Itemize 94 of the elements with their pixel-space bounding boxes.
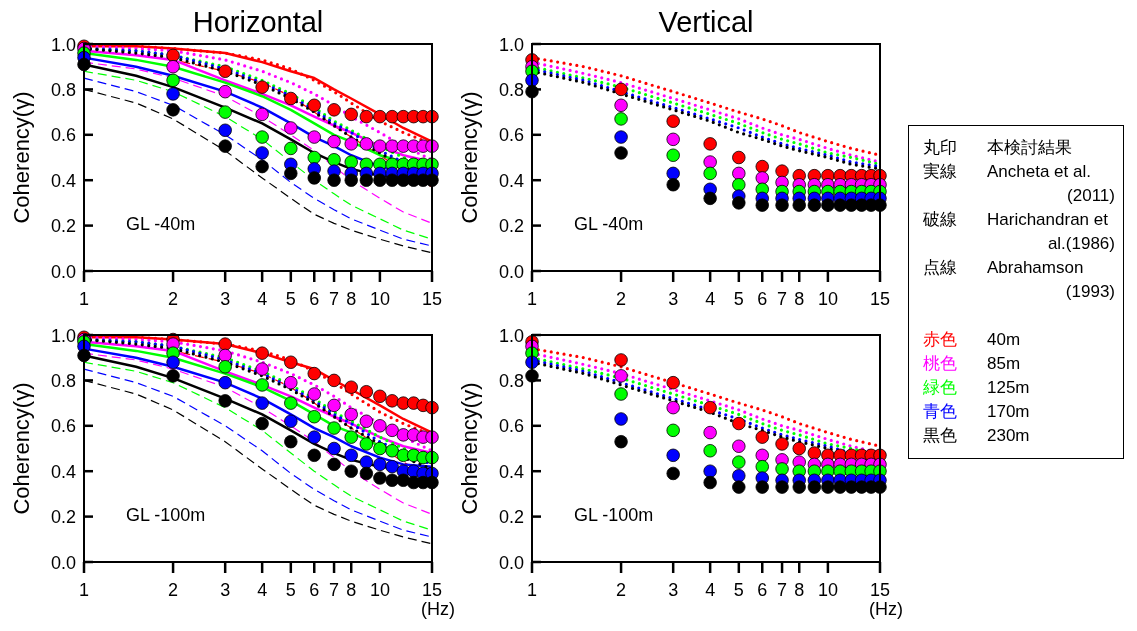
text: 85m bbox=[987, 353, 1022, 375]
annotation: GL -100m bbox=[574, 505, 654, 526]
x-tick-label: 10 bbox=[369, 289, 390, 309]
y-tick-label: 0.6 bbox=[498, 125, 524, 146]
x-tick-label: 8 bbox=[346, 289, 357, 309]
x-tick-label: 1 bbox=[78, 289, 90, 309]
text: 本検討結果 bbox=[987, 137, 1073, 159]
x-tick-label: 15 bbox=[869, 289, 891, 309]
annotation: GL -40m bbox=[126, 214, 196, 235]
x-tick-label: 2 bbox=[616, 580, 627, 600]
y-tick-label: 0.0 bbox=[498, 261, 524, 282]
x-tick-label: 7 bbox=[329, 580, 340, 600]
x-tick-label: 3 bbox=[220, 289, 231, 309]
text: 黒色 bbox=[922, 425, 958, 447]
y-tick-label: 1.0 bbox=[498, 325, 524, 346]
y-tick-label: 0.8 bbox=[50, 79, 76, 100]
text: 170m bbox=[987, 401, 1031, 423]
x-axis-title: (Hz) bbox=[421, 599, 455, 619]
y-tick-label: 0.4 bbox=[498, 461, 524, 482]
y-axis-title: Coherency(γ) bbox=[457, 382, 482, 515]
y-tick-label: 0.8 bbox=[498, 370, 524, 391]
text: 桃色 bbox=[922, 353, 958, 375]
x-tick-label: 15 bbox=[421, 580, 443, 600]
x-axis-title: (Hz) bbox=[869, 599, 903, 619]
y-axis-title: Coherency(γ) bbox=[457, 91, 482, 224]
x-tick-label: 6 bbox=[309, 580, 320, 600]
x-tick-label: 2 bbox=[616, 289, 627, 309]
text: Harichandran et al.(1986) bbox=[987, 209, 1115, 255]
x-tick-label: 8 bbox=[794, 289, 805, 309]
text: Abrahamson (1993) bbox=[987, 257, 1115, 303]
y-tick-label: 0.0 bbox=[50, 261, 76, 282]
chart-title: Vertical bbox=[658, 6, 754, 38]
annotation: GL -40m bbox=[574, 214, 644, 235]
x-tick-label: 5 bbox=[285, 289, 296, 309]
text: 点線 bbox=[922, 257, 958, 279]
x-tick-label: 5 bbox=[733, 289, 744, 309]
y-tick-label: 0.8 bbox=[50, 370, 76, 391]
y-tick-label: 0.4 bbox=[498, 170, 524, 191]
text: 125m bbox=[987, 377, 1031, 399]
y-tick-label: 1.0 bbox=[498, 34, 524, 55]
x-tick-label: 15 bbox=[421, 289, 443, 309]
x-tick-label: 15 bbox=[869, 580, 891, 600]
y-tick-label: 0.2 bbox=[50, 507, 76, 528]
text: 230m bbox=[987, 425, 1031, 447]
text: 破線 bbox=[922, 209, 958, 231]
x-tick-label: 6 bbox=[757, 580, 768, 600]
y-tick-label: 1.0 bbox=[50, 34, 76, 55]
y-tick-label: 0.6 bbox=[50, 416, 76, 437]
y-tick-label: 0.2 bbox=[50, 216, 76, 237]
y-tick-label: 0.0 bbox=[498, 552, 524, 573]
x-tick-label: 8 bbox=[346, 580, 357, 600]
x-tick-label: 2 bbox=[168, 289, 179, 309]
text: 緑色 bbox=[922, 377, 958, 399]
y-axis-title: Coherency(γ) bbox=[9, 91, 34, 224]
x-tick-label: 6 bbox=[309, 289, 320, 309]
y-tick-label: 0.2 bbox=[498, 507, 524, 528]
text: 青色 bbox=[922, 401, 958, 423]
text: 赤色 bbox=[922, 329, 958, 351]
x-tick-label: 5 bbox=[733, 580, 744, 600]
x-tick-label: 4 bbox=[705, 580, 716, 600]
x-tick-label: 1 bbox=[526, 580, 538, 600]
x-tick-label: 3 bbox=[220, 580, 231, 600]
y-tick-label: 0.4 bbox=[50, 461, 76, 482]
y-axis-title: Coherency(γ) bbox=[9, 382, 34, 515]
x-tick-label: 7 bbox=[777, 289, 788, 309]
x-tick-label: 4 bbox=[705, 289, 716, 309]
chart-title: Horizontal bbox=[192, 6, 324, 38]
x-tick-label: 1 bbox=[78, 580, 90, 600]
x-tick-label: 10 bbox=[817, 580, 838, 600]
x-tick-label: 10 bbox=[817, 289, 838, 309]
x-tick-label: 5 bbox=[285, 580, 296, 600]
text: 40m bbox=[987, 329, 1022, 351]
y-tick-label: 0.6 bbox=[498, 416, 524, 437]
x-tick-label: 1 bbox=[526, 289, 538, 309]
y-tick-label: 0.2 bbox=[498, 216, 524, 237]
text: 丸印 bbox=[922, 137, 958, 159]
y-tick-label: 0.0 bbox=[50, 552, 76, 573]
y-tick-label: 1.0 bbox=[50, 325, 76, 346]
x-tick-label: 3 bbox=[668, 580, 679, 600]
x-tick-label: 7 bbox=[777, 580, 788, 600]
x-tick-label: 3 bbox=[668, 289, 679, 309]
x-tick-label: 2 bbox=[168, 580, 179, 600]
y-tick-label: 0.4 bbox=[50, 170, 76, 191]
x-tick-label: 4 bbox=[257, 289, 268, 309]
text: 実線 bbox=[922, 161, 958, 183]
x-tick-label: 10 bbox=[369, 580, 390, 600]
x-tick-label: 8 bbox=[794, 580, 805, 600]
x-tick-label: 4 bbox=[257, 580, 268, 600]
y-tick-label: 0.8 bbox=[498, 79, 524, 100]
x-tick-label: 6 bbox=[757, 289, 768, 309]
y-tick-label: 0.6 bbox=[50, 125, 76, 146]
annotation: GL -100m bbox=[126, 505, 206, 526]
text: Ancheta et al. (2011) bbox=[987, 161, 1115, 207]
x-tick-label: 7 bbox=[329, 289, 340, 309]
